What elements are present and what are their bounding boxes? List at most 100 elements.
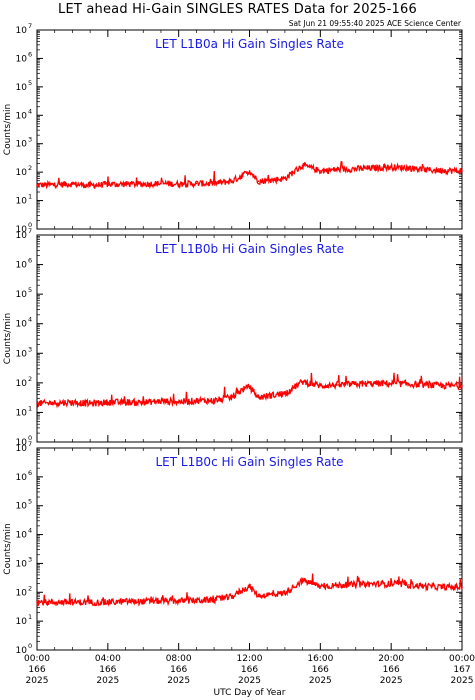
y-tick-label-base: 10	[16, 290, 28, 300]
data-point	[257, 396, 260, 399]
y-tick-label-base: 10	[16, 140, 28, 150]
y-tick-label-exponent: 1	[28, 613, 32, 621]
y-tick-label-base: 10	[16, 168, 28, 178]
panel-title: LET L1B0b Hi Gain Singles Rate	[155, 242, 344, 256]
x-tick-label-time: 12:00	[237, 654, 263, 664]
data-point	[177, 400, 180, 403]
data-point	[195, 182, 198, 185]
data-point	[53, 402, 56, 404]
data-point	[142, 600, 145, 603]
y-tick-label-exponent: 2	[28, 375, 32, 383]
y-tick-label-base: 10	[16, 646, 28, 656]
data-point	[372, 382, 375, 385]
page-title: LET ahead Hi-Gain SINGLES RATES Data for…	[58, 2, 417, 17]
data-point	[443, 384, 446, 387]
data-point	[301, 164, 304, 167]
data-point	[443, 586, 446, 589]
data-point	[248, 170, 251, 172]
panel-title: LET L1B0a Hi Gain Singles Rate	[155, 37, 344, 51]
data-point	[160, 182, 162, 185]
y-tick-label-exponent: 4	[28, 316, 32, 324]
data-point	[124, 401, 127, 404]
panel-title: LET L1B0c Hi Gain Singles Rate	[155, 455, 343, 469]
x-tick-label-day: 166	[28, 665, 45, 675]
y-tick-label-base: 10	[16, 261, 28, 271]
data-point	[124, 183, 127, 185]
data-point	[461, 170, 463, 172]
x-tick-label-year: 2025	[167, 676, 190, 686]
data-point	[230, 595, 233, 598]
data-point	[443, 169, 446, 172]
series-line	[36, 372, 463, 409]
x-tick-label-year: 2025	[309, 676, 332, 686]
data-point	[107, 601, 109, 604]
data-point	[107, 401, 109, 404]
data-point	[301, 579, 304, 582]
y-tick-label-exponent: 0	[28, 642, 32, 650]
y-tick-label-base: 10	[16, 197, 28, 207]
y-tick-label-base: 10	[16, 225, 28, 235]
data-point	[266, 395, 269, 397]
y-axis-label: Counts/min	[3, 523, 13, 574]
y-tick-label-exponent: 6	[28, 257, 32, 265]
x-tick-label-time: 04:00	[95, 654, 121, 664]
data-point	[71, 401, 74, 404]
y-tick-label-exponent: 2	[28, 164, 32, 172]
y-tick-label-base: 10	[16, 26, 28, 36]
data-point	[390, 166, 392, 168]
x-tick-label-day: 166	[383, 665, 400, 675]
y-tick-label-base: 10	[16, 111, 28, 121]
x-tick-label-day: 167	[453, 665, 470, 675]
data-point	[248, 585, 251, 588]
y-tick-label-base: 10	[16, 559, 28, 569]
data-point	[408, 383, 410, 386]
data-point	[195, 399, 198, 402]
x-tick-label-day: 166	[99, 665, 116, 675]
y-tick-label-base: 10	[16, 617, 28, 627]
y-tick-label-base: 10	[16, 54, 28, 64]
data-point	[257, 595, 260, 597]
data-point	[337, 584, 339, 587]
data-point	[142, 183, 145, 185]
data-point	[354, 383, 357, 386]
data-point	[89, 601, 91, 604]
data-point	[53, 601, 56, 604]
x-tick-label-day: 166	[170, 665, 187, 675]
y-axis-label: Counts/min	[3, 104, 13, 155]
x-tick-label-time: 08:00	[166, 654, 192, 664]
y-tick-label-exponent: 6	[28, 469, 32, 477]
y-tick-label-base: 10	[16, 83, 28, 93]
data-point	[239, 590, 242, 592]
data-point	[89, 402, 91, 405]
x-tick-label-day: 166	[241, 665, 258, 675]
data-point	[319, 585, 322, 588]
data-point	[177, 600, 180, 602]
data-point	[160, 400, 162, 402]
x-tick-label-time: 16:00	[307, 654, 333, 664]
y-tick-label-base: 10	[16, 438, 28, 448]
data-point	[195, 599, 198, 602]
y-tick-label-exponent: 7	[28, 22, 32, 30]
x-tick-label-year: 2025	[380, 676, 403, 686]
data-point	[284, 392, 286, 395]
data-point	[230, 396, 233, 399]
data-point	[461, 586, 463, 589]
data-point	[213, 598, 215, 601]
data-point	[372, 167, 375, 169]
y-tick-label-base: 10	[16, 502, 28, 512]
data-point	[239, 389, 242, 392]
y-tick-label-exponent: 5	[28, 498, 32, 506]
data-point	[36, 402, 38, 405]
data-point	[248, 385, 251, 388]
y-tick-label-exponent: 4	[28, 107, 32, 115]
x-axis-label: UTC Day of Year	[214, 688, 286, 698]
data-point	[266, 179, 269, 182]
y-tick-label-exponent: 0	[28, 434, 32, 442]
y-tick-label-base: 10	[16, 444, 28, 454]
data-point	[425, 169, 428, 171]
data-point	[213, 182, 215, 185]
data-point	[372, 583, 375, 585]
x-tick-label-time: 20:00	[378, 654, 404, 664]
data-point	[301, 380, 304, 383]
